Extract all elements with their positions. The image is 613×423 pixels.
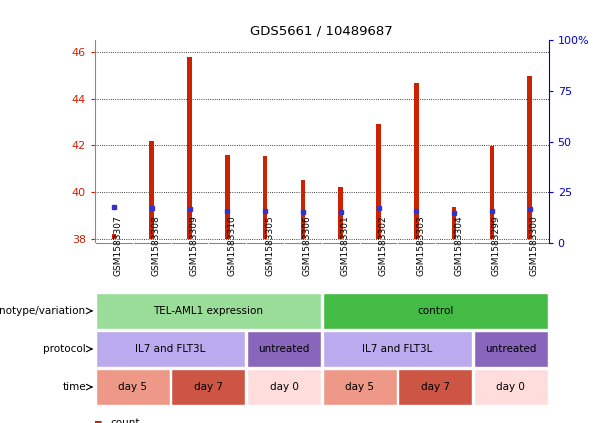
Text: GSM1583299: GSM1583299: [492, 215, 501, 276]
Text: GSM1583305: GSM1583305: [265, 215, 274, 276]
Text: GSM1583306: GSM1583306: [303, 215, 312, 276]
Bar: [247, 331, 321, 367]
Title: GDS5661 / 10489687: GDS5661 / 10489687: [251, 25, 393, 38]
Text: GSM1583300: GSM1583300: [530, 215, 539, 276]
Bar: [474, 369, 548, 405]
Text: ■: ■: [95, 418, 102, 423]
Text: untreated: untreated: [485, 344, 536, 354]
Text: GSM1583310: GSM1583310: [227, 215, 237, 276]
Text: day 5: day 5: [118, 382, 147, 392]
Text: day 7: day 7: [421, 382, 450, 392]
Bar: [376, 124, 381, 239]
Text: time: time: [63, 382, 86, 392]
Text: protocol: protocol: [43, 344, 86, 354]
Text: GSM1583304: GSM1583304: [454, 215, 463, 276]
Text: TEL-AML1 expression: TEL-AML1 expression: [153, 306, 264, 316]
Text: IL7 and FLT3L: IL7 and FLT3L: [135, 344, 206, 354]
Bar: [96, 369, 170, 405]
Text: genotype/variation: genotype/variation: [0, 306, 86, 316]
Text: GSM1583309: GSM1583309: [189, 215, 199, 276]
Bar: [490, 146, 494, 239]
Text: count: count: [110, 418, 140, 423]
Bar: [247, 369, 321, 405]
Text: day 5: day 5: [345, 382, 374, 392]
Text: day 0: day 0: [497, 382, 525, 392]
Bar: [96, 331, 245, 367]
Bar: [322, 331, 472, 367]
Bar: [187, 57, 192, 239]
Bar: [414, 83, 419, 239]
Text: day 7: day 7: [194, 382, 223, 392]
Bar: [474, 331, 548, 367]
Bar: [452, 207, 457, 239]
Text: GSM1583303: GSM1583303: [416, 215, 425, 276]
Text: GSM1583302: GSM1583302: [378, 215, 387, 276]
Text: GSM1583301: GSM1583301: [341, 215, 350, 276]
Bar: [112, 234, 116, 239]
Text: control: control: [417, 306, 454, 316]
Text: day 0: day 0: [270, 382, 299, 392]
Bar: [150, 140, 154, 239]
Text: GSM1583308: GSM1583308: [151, 215, 161, 276]
Bar: [338, 187, 343, 239]
Bar: [225, 154, 230, 239]
Bar: [96, 293, 321, 329]
Text: GSM1583307: GSM1583307: [114, 215, 123, 276]
Bar: [527, 77, 532, 239]
Text: untreated: untreated: [258, 344, 310, 354]
Text: IL7 and FLT3L: IL7 and FLT3L: [362, 344, 433, 354]
Bar: [300, 180, 305, 239]
Bar: [172, 369, 245, 405]
Bar: [263, 156, 267, 239]
Bar: [322, 369, 397, 405]
Bar: [398, 369, 472, 405]
Bar: [322, 293, 548, 329]
